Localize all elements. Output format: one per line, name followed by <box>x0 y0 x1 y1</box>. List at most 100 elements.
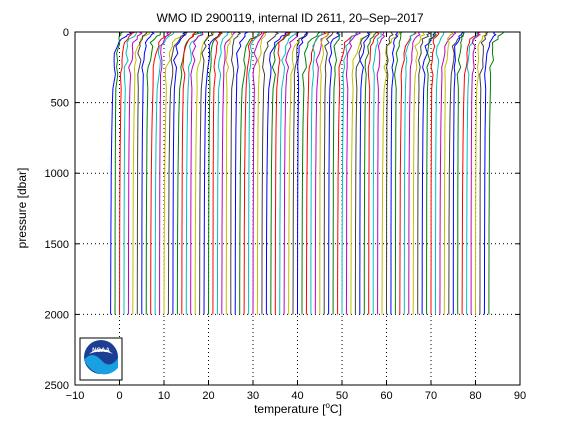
profile-line <box>310 31 323 315</box>
noaa-logo-text: NOAA <box>92 348 110 354</box>
profile-line <box>239 31 260 315</box>
profile-line <box>127 31 143 315</box>
profile-line <box>359 31 370 315</box>
x-tick-label: 80 <box>469 390 481 402</box>
profile-line <box>119 31 136 315</box>
profile-line <box>167 31 188 315</box>
x-tick-label: 50 <box>336 390 348 402</box>
profile-line <box>154 31 175 315</box>
profile-line <box>461 31 482 315</box>
profile-line <box>301 31 321 315</box>
profile-line <box>110 31 134 315</box>
x-tick-label: 30 <box>247 390 259 402</box>
profile-line <box>376 31 386 315</box>
profile-line <box>194 31 216 315</box>
profile-line <box>270 31 292 315</box>
profile-line <box>417 31 431 315</box>
profile-line <box>123 31 138 315</box>
profile-line <box>132 31 151 315</box>
profile-line <box>372 31 382 315</box>
x-tick-label: 90 <box>514 390 526 402</box>
profile-line <box>136 31 148 315</box>
y-tick-label: 500 <box>51 98 69 110</box>
profile-line <box>150 31 172 315</box>
noaa-logo-bird <box>89 349 113 354</box>
profile-line <box>367 31 380 315</box>
noaa-logo: NOAA <box>79 337 123 381</box>
profile-line <box>256 31 267 315</box>
x-tick-label: 20 <box>202 390 214 402</box>
profile-line <box>323 31 334 315</box>
x-tick-label: 40 <box>291 390 303 402</box>
profile-line <box>421 31 437 315</box>
ticks-layer: −10 0 10 20 30 40 50 60 70 80 90 0 500 1000 1500 2000 25… <box>45 27 527 402</box>
noaa-logo-wave <box>84 355 118 375</box>
profile-line <box>456 31 465 315</box>
profile-line <box>172 31 187 315</box>
x-tick-label: −10 <box>66 390 85 402</box>
profile-line <box>479 31 489 315</box>
x-axis-label-prefix: temperature [ <box>254 402 326 416</box>
profile-line <box>181 31 197 315</box>
profile-line <box>234 31 249 315</box>
profile-line <box>319 31 330 315</box>
profile-line <box>337 31 358 315</box>
plot-area: −10 0 10 20 30 40 50 60 70 80 90 0 500 1000 1500 2000 25… <box>45 27 527 402</box>
profile-line <box>341 31 359 315</box>
x-tick-label: 0 <box>116 390 122 402</box>
profile-line <box>381 31 401 315</box>
x-axis-label-degree: o <box>325 401 330 410</box>
profile-line <box>199 31 214 315</box>
y-tick-label: 1000 <box>45 168 69 180</box>
profile-line <box>412 31 426 315</box>
profile-line <box>265 31 290 315</box>
profile-line <box>350 31 373 315</box>
profile-line <box>386 31 394 315</box>
x-tick-label: 60 <box>380 390 392 402</box>
y-axis-label: pressure [dbar] <box>15 168 29 249</box>
y-tick-label: 0 <box>63 27 69 39</box>
y-tick-label: 2000 <box>45 309 69 321</box>
profile-line <box>225 31 234 315</box>
profile-line <box>443 31 454 315</box>
profile-line <box>483 31 497 315</box>
profile-line <box>261 31 280 315</box>
profile-line <box>332 31 341 315</box>
profile-line <box>252 31 268 315</box>
x-axis-label: temperature [oC] <box>254 401 342 416</box>
profile-line <box>470 31 480 315</box>
profile-line <box>292 31 309 315</box>
profile-line <box>363 31 377 315</box>
profile-line <box>452 31 465 315</box>
x-tick-label: 10 <box>158 390 170 402</box>
profile-line <box>159 31 170 315</box>
profile-line <box>163 31 188 315</box>
chart-title: WMO ID 2900119, internal ID 2611, 20–Sep… <box>156 11 423 25</box>
profile-line <box>408 31 421 315</box>
profile-line <box>141 31 155 315</box>
profile-line <box>439 31 457 315</box>
profile-line <box>203 31 222 315</box>
profile-line <box>403 31 416 315</box>
profile-line <box>216 31 231 315</box>
profile-line <box>274 31 291 315</box>
profile-line <box>248 31 260 315</box>
profile-line <box>328 31 341 315</box>
x-tick-label: 70 <box>425 390 437 402</box>
profile-line <box>430 31 440 315</box>
profile-line <box>243 31 263 315</box>
profile-line <box>390 31 399 315</box>
profile-line <box>345 31 361 315</box>
profile-line <box>279 31 298 315</box>
profile-line <box>426 31 438 315</box>
profile-line <box>212 31 223 315</box>
profile-line <box>488 31 505 315</box>
profile-line <box>297 31 308 315</box>
y-tick-label: 1500 <box>45 239 69 251</box>
profile-line <box>394 31 403 315</box>
profile-line <box>354 31 371 315</box>
profile-line <box>283 31 300 315</box>
profile-line <box>190 31 204 315</box>
